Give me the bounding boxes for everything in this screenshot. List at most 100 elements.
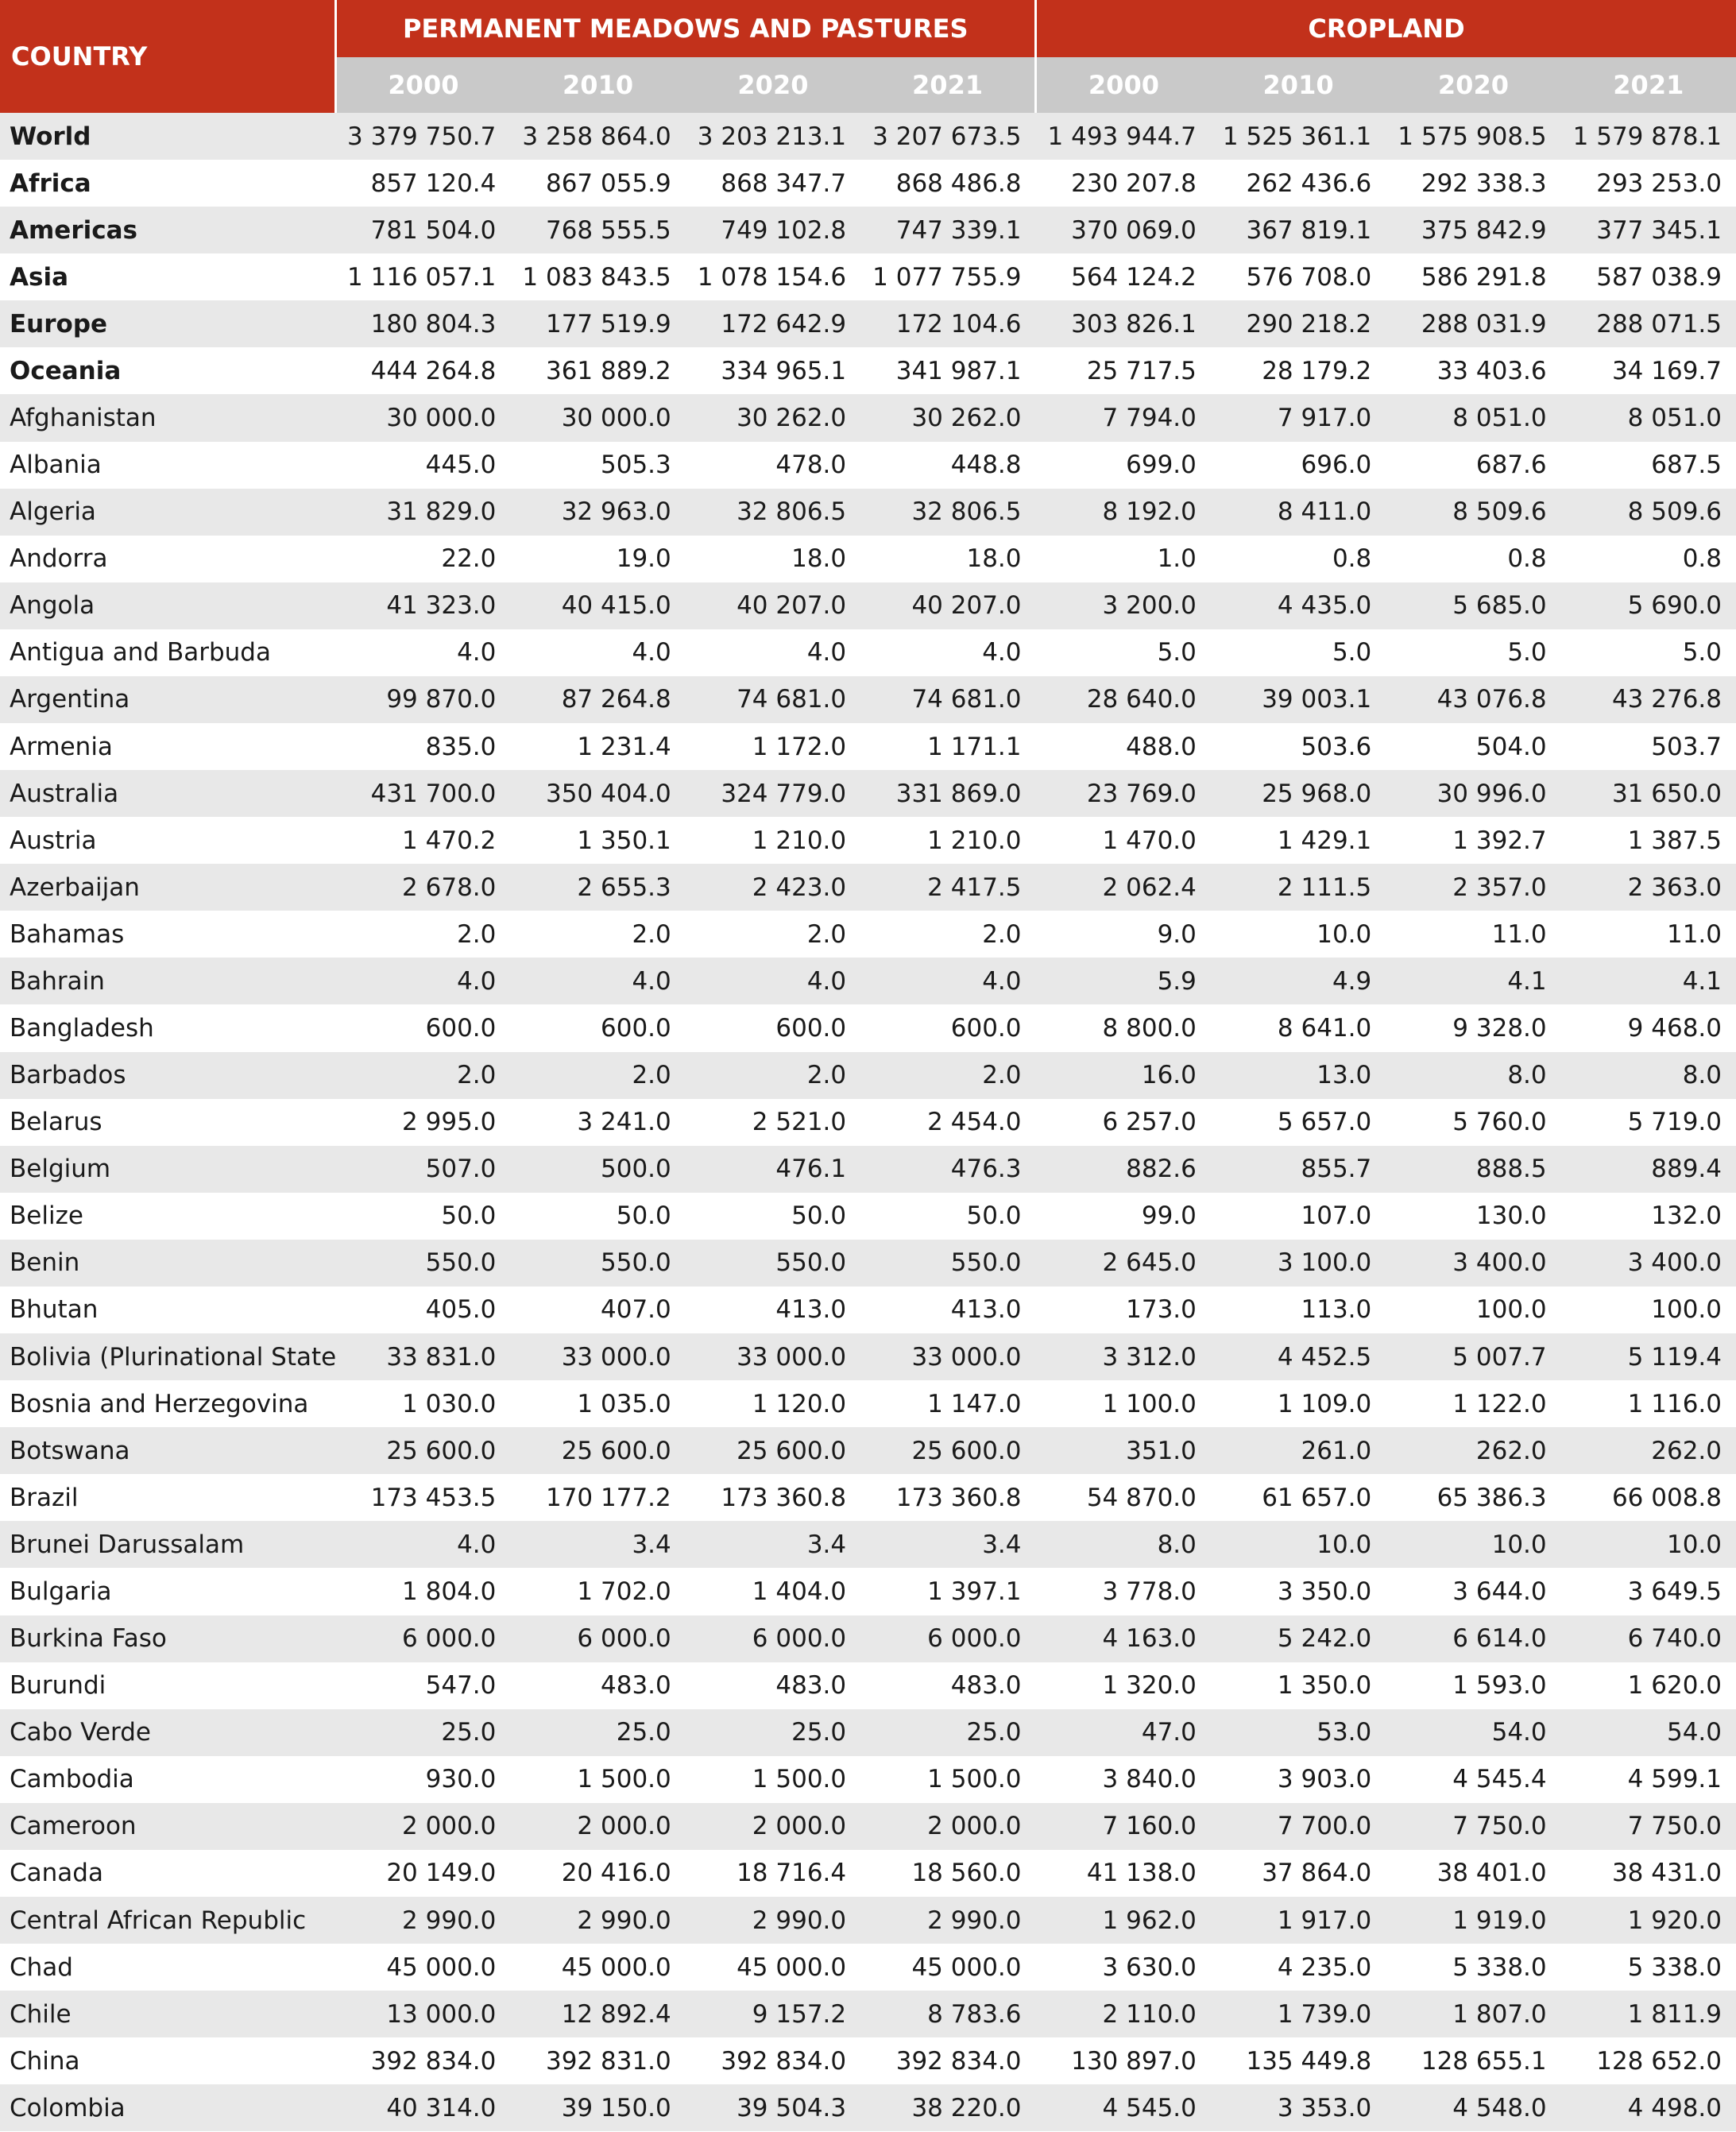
cell-value: 5 685.0 bbox=[1386, 582, 1561, 629]
cell-value: 1 493 944.7 bbox=[1035, 113, 1211, 161]
cell-value: 1 078 154.6 bbox=[697, 262, 847, 292]
cell-value: 600.0 bbox=[950, 1014, 1022, 1043]
cell-value: 41 138.0 bbox=[1086, 1859, 1197, 1888]
country-name: Benin bbox=[0, 1239, 335, 1287]
cell-value: 107.0 bbox=[1301, 1201, 1372, 1231]
cell-value: 868 347.7 bbox=[721, 168, 847, 198]
cell-value: 172 104.6 bbox=[860, 300, 1036, 348]
cell-value: 38 401.0 bbox=[1436, 1859, 1547, 1888]
cell-value: 32 806.5 bbox=[685, 488, 861, 536]
table-row: Angola 41 323.0 40 415.0 40 207.0 40 207.0 3 … bbox=[0, 582, 1736, 629]
cell-value: 1 500.0 bbox=[927, 1765, 1022, 1794]
cell-value: 3 778.0 bbox=[1102, 1577, 1197, 1606]
cell-value: 3 258 864.0 bbox=[510, 113, 686, 161]
cell-value: 13 000.0 bbox=[335, 1991, 511, 2038]
cell-value: 3.4 bbox=[685, 1521, 861, 1569]
country-name: Oceania bbox=[10, 356, 122, 385]
cell-value: 1 811.9 bbox=[1560, 1991, 1736, 2038]
cell-value: 43 276.8 bbox=[1560, 675, 1736, 724]
cell-value: 38 431.0 bbox=[1611, 1859, 1722, 1888]
table-row: Bahamas 2.0 2.0 2.0 2.0 9.0 10.0 11.0 11.0 bbox=[0, 911, 1736, 958]
cell-value: 2 678.0 bbox=[335, 864, 511, 911]
cell-value: 25.0 bbox=[860, 1708, 1036, 1756]
cell-value: 19.0 bbox=[616, 544, 671, 574]
cell-value: 170 177.2 bbox=[545, 1483, 671, 1512]
cell-value: 45 000.0 bbox=[386, 1952, 497, 1982]
table-row: Canada 20 149.0 20 416.0 18 716.4 18 560.0 41… bbox=[0, 1850, 1736, 1897]
cell-value: 407.0 bbox=[601, 1295, 671, 1325]
cell-value: 3 203 213.1 bbox=[685, 113, 861, 161]
table-row: Colombia 40 314.0 39 150.0 39 504.3 38 220.0… bbox=[0, 2084, 1736, 2132]
cell-value: 5.0 bbox=[1157, 638, 1197, 667]
cell-value: 1 350.1 bbox=[577, 826, 671, 855]
cell-value: 1 579 878.1 bbox=[1560, 113, 1736, 161]
cell-value: 9 328.0 bbox=[1452, 1014, 1547, 1043]
cell-value: 503.6 bbox=[1301, 732, 1372, 761]
cell-value: 32 963.0 bbox=[510, 488, 686, 536]
country-name: Belarus bbox=[10, 1108, 102, 1137]
cell-value: 448.8 bbox=[950, 451, 1022, 480]
cell-value: 2 990.0 bbox=[335, 1896, 511, 1944]
cell-value: 30 262.0 bbox=[685, 394, 861, 442]
country-name: Brunei Darussalam bbox=[0, 1521, 335, 1569]
cell-value: 1 739.0 bbox=[1210, 1991, 1386, 2038]
cell-value: 1 147.0 bbox=[927, 1389, 1022, 1418]
cell-value: 13.0 bbox=[1210, 1051, 1386, 1099]
cell-value: 476.1 bbox=[685, 1145, 861, 1193]
cell-value: 25.0 bbox=[685, 1708, 861, 1756]
cell-value: 507.0 bbox=[335, 1145, 511, 1193]
cell-value: 2 521.0 bbox=[752, 1108, 847, 1137]
country-name: Central African Republic bbox=[0, 1896, 335, 1944]
table-row: Asia 1 116 057.1 1 083 843.5 1 078 154.6 1 0… bbox=[0, 253, 1736, 300]
cell-value: 50.0 bbox=[441, 1201, 497, 1231]
cell-value: 10.0 bbox=[1316, 919, 1372, 949]
cell-value: 7 700.0 bbox=[1210, 1802, 1386, 1850]
cell-value: 4.1 bbox=[1560, 958, 1736, 1005]
country-name: Argentina bbox=[0, 675, 335, 724]
cell-value: 262.0 bbox=[1386, 1427, 1561, 1475]
cell-value: 173 360.8 bbox=[895, 1483, 1022, 1512]
cell-value: 2 111.5 bbox=[1210, 864, 1386, 911]
header-row: COUNTRY PERMANENT MEADOWS AND PASTURES C… bbox=[0, 0, 1736, 113]
table-row: Armenia 835.0 1 231.4 1 172.0 1 171.1 488.0 50… bbox=[0, 723, 1736, 770]
cell-value: 173.0 bbox=[1126, 1295, 1197, 1325]
cell-value: 9.0 bbox=[1157, 919, 1197, 949]
cell-value: 128 655.1 bbox=[1421, 2046, 1547, 2076]
cell-value: 1 962.0 bbox=[1035, 1896, 1211, 1944]
cell-value: 8.0 bbox=[1386, 1051, 1561, 1099]
table-row: Antigua and Barbuda 4.0 4.0 4.0 4.0 5.0 5.0 5.0… bbox=[0, 629, 1736, 676]
country-name: World bbox=[0, 113, 335, 161]
cell-value: 1 593.0 bbox=[1452, 1671, 1547, 1701]
table-body: World 3 379 750.7 3 258 864.0 3 203 213.1 3 … bbox=[0, 113, 1736, 2132]
cell-value: 3 644.0 bbox=[1452, 1577, 1547, 1606]
cell-value: 3 840.0 bbox=[1102, 1765, 1197, 1794]
cell-value: 1 030.0 bbox=[402, 1389, 497, 1418]
cell-value: 1 919.0 bbox=[1386, 1896, 1561, 1944]
cell-value: 3 649.5 bbox=[1627, 1577, 1722, 1606]
cell-value: 74 681.0 bbox=[860, 675, 1036, 724]
cell-value: 505.3 bbox=[601, 451, 671, 480]
country-name: Brazil bbox=[10, 1483, 79, 1512]
cell-value: 8 051.0 bbox=[1386, 394, 1561, 442]
cell-value: 2 990.0 bbox=[510, 1896, 686, 1944]
cell-value: 30 262.0 bbox=[860, 394, 1036, 442]
cell-value: 503.7 bbox=[1651, 732, 1722, 761]
cell-value: 564 124.2 bbox=[1071, 262, 1197, 292]
cell-value: 855.7 bbox=[1210, 1145, 1386, 1193]
cell-value: 293 253.0 bbox=[1596, 168, 1722, 198]
cell-value: 747 339.1 bbox=[860, 207, 1036, 254]
cell-value: 6 740.0 bbox=[1560, 1615, 1736, 1662]
cell-value: 550.0 bbox=[860, 1239, 1036, 1287]
cell-value: 5.0 bbox=[1332, 638, 1372, 667]
cell-value: 4 599.1 bbox=[1627, 1765, 1722, 1794]
cell-value: 2 357.0 bbox=[1386, 864, 1561, 911]
country-name: Burkina Faso bbox=[0, 1615, 335, 1662]
cell-value: 173 453.5 bbox=[370, 1483, 497, 1512]
country-name: Bahamas bbox=[10, 919, 125, 949]
cell-value: 39 504.3 bbox=[685, 2084, 861, 2132]
cell-value: 687.6 bbox=[1475, 451, 1547, 480]
cell-value: 600.0 bbox=[775, 1014, 847, 1043]
cell-value: 504.0 bbox=[1475, 732, 1547, 761]
cell-value: 8 509.6 bbox=[1386, 488, 1561, 536]
